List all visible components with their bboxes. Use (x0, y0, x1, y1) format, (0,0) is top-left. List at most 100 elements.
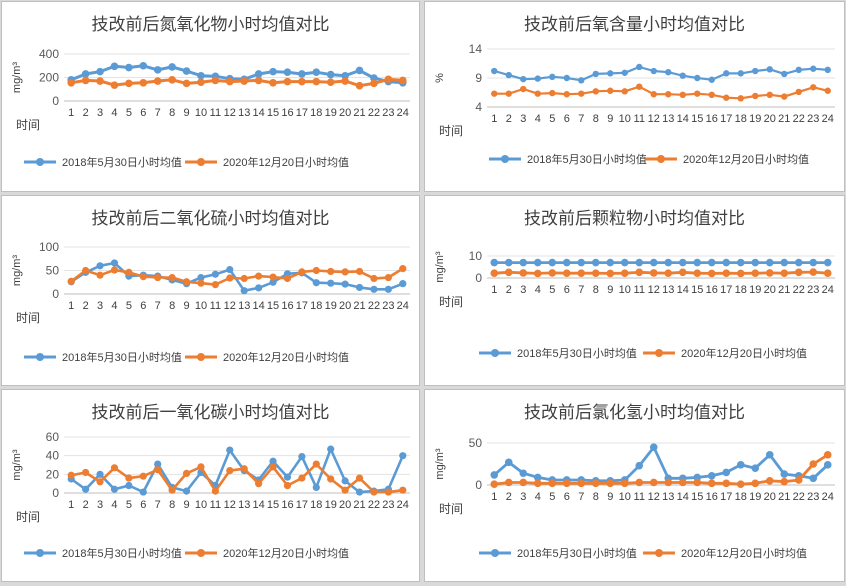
series-2-point (809, 460, 818, 468)
series-1-point (384, 285, 392, 293)
legend-marker-1 (36, 158, 44, 166)
x-tick-label: 11 (634, 491, 645, 503)
x-tick-label: 11 (634, 284, 645, 296)
series-2-point (751, 269, 760, 277)
series-1-point (678, 258, 687, 267)
series-1-point (341, 71, 349, 80)
series-2-point (722, 479, 731, 488)
series-2-point (491, 90, 498, 97)
x-tick-label: 18 (735, 113, 747, 125)
series-1-point (269, 67, 277, 76)
x-tick-label: 16 (706, 491, 718, 503)
series-2-point (125, 268, 133, 276)
x-tick-label: 20 (339, 300, 351, 312)
series-2-point (67, 78, 76, 87)
series-2-point (520, 85, 527, 93)
y-tick-label: 9 (475, 71, 482, 85)
y-tick-label: 50 (46, 264, 60, 278)
series-2-point (355, 81, 364, 90)
series-1-point (110, 485, 119, 493)
series-2-point (519, 478, 528, 487)
series-1-point (81, 70, 90, 78)
x-tick-label: 17 (720, 491, 732, 503)
x-tick-label: 16 (281, 107, 293, 119)
series-2-point (341, 268, 349, 276)
series-2-point (794, 476, 803, 484)
x-tick-label: 24 (397, 499, 409, 511)
x-tick-label: 22 (793, 113, 805, 125)
series-1-point (649, 258, 658, 267)
x-tick-label: 14 (253, 499, 265, 511)
series-2-point (635, 268, 644, 277)
x-tick-label: 4 (111, 300, 117, 312)
series-2-point (283, 274, 292, 283)
x-tick-label: 6 (564, 113, 570, 125)
series-1-point (355, 283, 364, 292)
x-tick-label: 13 (238, 107, 250, 119)
x-axis-label: 时间 (16, 510, 40, 524)
x-tick-label: 5 (549, 284, 555, 296)
series-2-point (694, 90, 701, 97)
x-tick-label: 14 (253, 107, 265, 119)
series-2-point (824, 87, 831, 94)
y-tick-label: 60 (46, 430, 60, 444)
x-tick-label: 19 (325, 300, 337, 312)
series-2-point (298, 268, 306, 276)
x-tick-label: 4 (535, 284, 541, 296)
series-2-point (649, 269, 658, 277)
y-axis-label: mg/m³ (434, 251, 446, 283)
series-1-point (96, 262, 104, 270)
x-tick-label: 2 (83, 107, 89, 119)
series-2-point (504, 478, 513, 487)
x-tick-label: 22 (368, 300, 380, 312)
series-1-point (197, 71, 205, 80)
series-1-point (578, 77, 585, 84)
series-2-point (110, 464, 119, 472)
x-tick-label: 17 (296, 499, 308, 511)
series-1-point (707, 258, 716, 267)
series-1-point (635, 258, 644, 267)
x-tick-label: 15 (267, 107, 279, 119)
series-2-point (384, 273, 392, 282)
x-tick-label: 11 (210, 499, 221, 511)
x-tick-label: 2 (506, 284, 512, 296)
series-2-point (312, 266, 320, 275)
series-2-point (606, 479, 615, 488)
x-tick-label: 20 (764, 113, 776, 125)
series-2-point (225, 77, 234, 86)
x-tick-label: 9 (183, 300, 189, 312)
series-2-point (823, 450, 832, 459)
series-1-point (562, 258, 571, 267)
series-2-point (533, 269, 542, 278)
x-tick-label: 20 (339, 107, 351, 119)
x-tick-label: 14 (677, 113, 689, 125)
series-2-point (125, 79, 133, 88)
series-1-point (809, 258, 818, 267)
y-axis-label: mg/m³ (11, 62, 23, 94)
series-2-point (211, 281, 219, 289)
series-2-point (226, 467, 234, 475)
series-1-point (765, 258, 774, 267)
y-tick-label: 0 (52, 94, 59, 108)
series-2-point (384, 488, 392, 496)
series-1-point (255, 284, 263, 292)
series-2-point (370, 488, 378, 496)
legend-label-1: 2018年5月30日小时均值 (62, 350, 182, 364)
x-tick-label: 2 (506, 113, 512, 125)
series-1-point (549, 73, 556, 81)
x-tick-label: 24 (822, 491, 834, 503)
series-1-point (312, 279, 320, 287)
series-2-point (591, 269, 600, 277)
series-2-point (269, 78, 277, 87)
series-2-point (519, 269, 528, 277)
series-2-point (548, 479, 557, 488)
series-1-point (182, 487, 191, 495)
x-tick-label: 12 (648, 491, 660, 503)
series-2-point (312, 460, 320, 468)
series-1-point (607, 70, 614, 77)
series-1-point (766, 66, 773, 73)
series-1-point (694, 74, 701, 82)
y-tick-label: 14 (469, 42, 483, 56)
x-tick-label: 3 (520, 113, 526, 125)
